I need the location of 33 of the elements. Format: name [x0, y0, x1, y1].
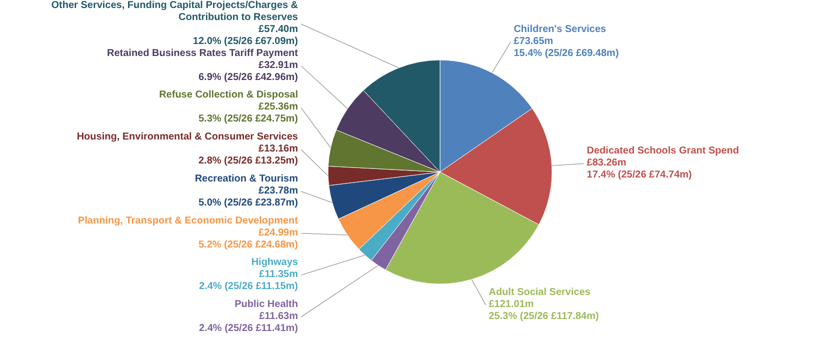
data-label: £23.78m — [258, 185, 298, 196]
slice-label: Dedicated Schools Grant Spend — [586, 146, 740, 157]
text: 2.8% (25/26 £13.25m) — [198, 156, 298, 167]
text: 25.3% (25/26 £117.84m) — [488, 311, 599, 322]
slice-label: Retained Business Rates Tariff Payment — [107, 48, 299, 59]
text: 5.2% (25/26 £24.68m) — [198, 239, 298, 250]
data-label: £57.40m — [258, 24, 298, 35]
text: 5.0% (25/26 £23.87m) — [198, 197, 298, 208]
text: 15.4% (25/26 £69.48m) — [514, 48, 619, 59]
slice-label: Recreation & Tourism — [194, 173, 298, 184]
text: 17.4% (25/26 £74.74m) — [586, 170, 692, 181]
text: 5.3% (25/26 £24.75m) — [198, 114, 298, 125]
slice-label: Planning, Transport & Economic Development — [78, 215, 299, 226]
data-label: £83.26m — [586, 158, 626, 169]
text: 2.4% (25/26 £11.15m) — [199, 281, 298, 292]
text: 6.9% (25/26 £42.96m) — [198, 72, 298, 83]
slice-label: Adult Social Services — [488, 287, 591, 298]
slice-label: Housing, Environmental & Consumer Services — [76, 132, 298, 143]
slice-label: Children's Services — [514, 24, 607, 35]
text: 12.0% (25/26 £67.09m) — [192, 36, 298, 47]
text: 2.4% (25/26 £11.41m) — [199, 323, 298, 334]
data-label: £24.99m — [258, 227, 298, 238]
slice-label: Other Services, Funding Capital Projects/Charges & Contribution to Reserves — [51, 0, 298, 23]
data-label: £121.01m — [488, 299, 534, 310]
data-label: £73.65m — [514, 36, 554, 47]
data-label: £32.91m — [258, 60, 298, 71]
data-label: £25.36m — [258, 102, 298, 113]
slice-label: Refuse Collection & Disposal — [159, 90, 298, 101]
data-label: £11.63m — [259, 311, 298, 322]
data-label: £13.16m — [258, 144, 298, 155]
slice-label: Highways — [251, 257, 298, 268]
data-label: £11.35m — [259, 269, 298, 280]
slice-label: Public Health — [234, 299, 298, 310]
